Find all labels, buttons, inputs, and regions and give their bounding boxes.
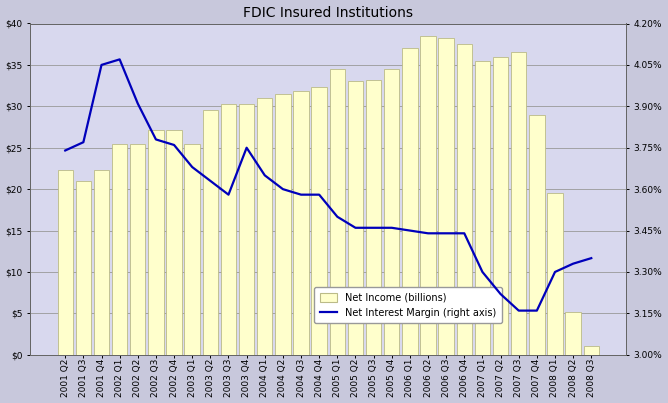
Bar: [565, 312, 581, 355]
Bar: [311, 87, 327, 355]
Bar: [384, 69, 399, 355]
Bar: [202, 110, 218, 355]
Bar: [148, 129, 164, 355]
Bar: [94, 170, 109, 355]
Bar: [511, 52, 526, 355]
Bar: [57, 170, 73, 355]
Bar: [547, 193, 562, 355]
Title: FDIC Insured Institutions: FDIC Insured Institutions: [243, 6, 413, 20]
Bar: [348, 81, 363, 355]
Bar: [402, 48, 418, 355]
Bar: [112, 143, 128, 355]
Legend: Net Income (billions), Net Interest Margin (right axis): Net Income (billions), Net Interest Marg…: [314, 287, 502, 324]
Bar: [329, 69, 345, 355]
Bar: [438, 38, 454, 355]
Bar: [239, 104, 255, 355]
Bar: [166, 129, 182, 355]
Bar: [130, 143, 146, 355]
Bar: [293, 91, 309, 355]
Bar: [457, 44, 472, 355]
Bar: [493, 57, 508, 355]
Bar: [257, 98, 273, 355]
Bar: [475, 61, 490, 355]
Bar: [584, 347, 599, 355]
Bar: [75, 181, 91, 355]
Bar: [529, 114, 544, 355]
Bar: [366, 80, 381, 355]
Bar: [184, 143, 200, 355]
Bar: [275, 94, 291, 355]
Bar: [220, 104, 236, 355]
Bar: [420, 36, 436, 355]
